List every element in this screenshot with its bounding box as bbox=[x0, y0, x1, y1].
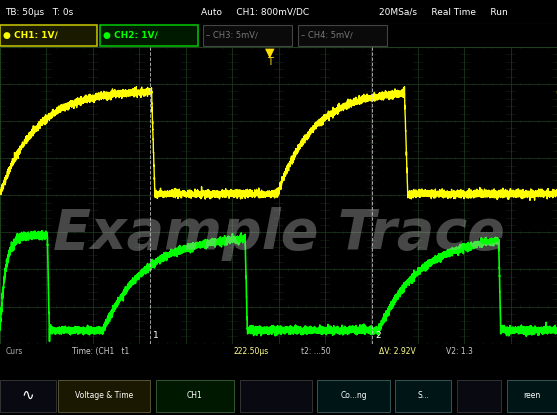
Text: ● CH1: 1V∕: ● CH1: 1V∕ bbox=[3, 31, 57, 39]
Text: ①: ① bbox=[556, 90, 557, 96]
Bar bbox=[156, 379, 234, 412]
Text: Voltage & Time: Voltage & Time bbox=[75, 391, 134, 400]
Bar bbox=[203, 24, 292, 46]
Text: ΔV: 2.92V: ΔV: 2.92V bbox=[379, 347, 416, 356]
Text: t2: ...50: t2: ...50 bbox=[301, 347, 330, 356]
Text: CH1: CH1 bbox=[187, 391, 203, 400]
Text: Time: (CH1   t1: Time: (CH1 t1 bbox=[72, 347, 130, 356]
Text: reen: reen bbox=[524, 391, 540, 400]
Bar bbox=[457, 379, 501, 412]
Text: – CH3: 5mV∕: – CH3: 5mV∕ bbox=[206, 31, 258, 39]
Text: Example Trace: Example Trace bbox=[52, 207, 505, 261]
Text: 20MSa/s     Real Time     Run: 20MSa/s Real Time Run bbox=[379, 7, 507, 17]
Text: Auto     CH1: 800mV/DC: Auto CH1: 800mV/DC bbox=[201, 7, 309, 17]
Bar bbox=[507, 379, 557, 412]
Bar bbox=[0, 379, 56, 412]
Text: – CH4: 5mV∕: – CH4: 5mV∕ bbox=[301, 31, 353, 39]
Text: V2: 1.3: V2: 1.3 bbox=[446, 347, 472, 356]
Bar bbox=[298, 24, 387, 46]
Bar bbox=[317, 379, 390, 412]
Text: T: T bbox=[267, 57, 272, 67]
Bar bbox=[395, 379, 451, 412]
Bar bbox=[58, 379, 150, 412]
Text: 2: 2 bbox=[375, 331, 380, 340]
Bar bbox=[0, 24, 97, 46]
Text: ● CH2: 1V∕: ● CH2: 1V∕ bbox=[103, 31, 158, 39]
Text: 1: 1 bbox=[153, 331, 159, 340]
Text: ▼: ▼ bbox=[265, 47, 275, 60]
Text: TB: 50µs   T: 0s: TB: 50µs T: 0s bbox=[6, 7, 74, 17]
Bar bbox=[100, 24, 198, 46]
Text: 222.50μs: 222.50μs bbox=[234, 347, 269, 356]
Text: S...: S... bbox=[417, 391, 429, 400]
Text: ∿: ∿ bbox=[22, 388, 34, 403]
Bar bbox=[240, 379, 312, 412]
Text: Curs: Curs bbox=[6, 347, 23, 356]
Text: Co...ng: Co...ng bbox=[340, 391, 367, 400]
